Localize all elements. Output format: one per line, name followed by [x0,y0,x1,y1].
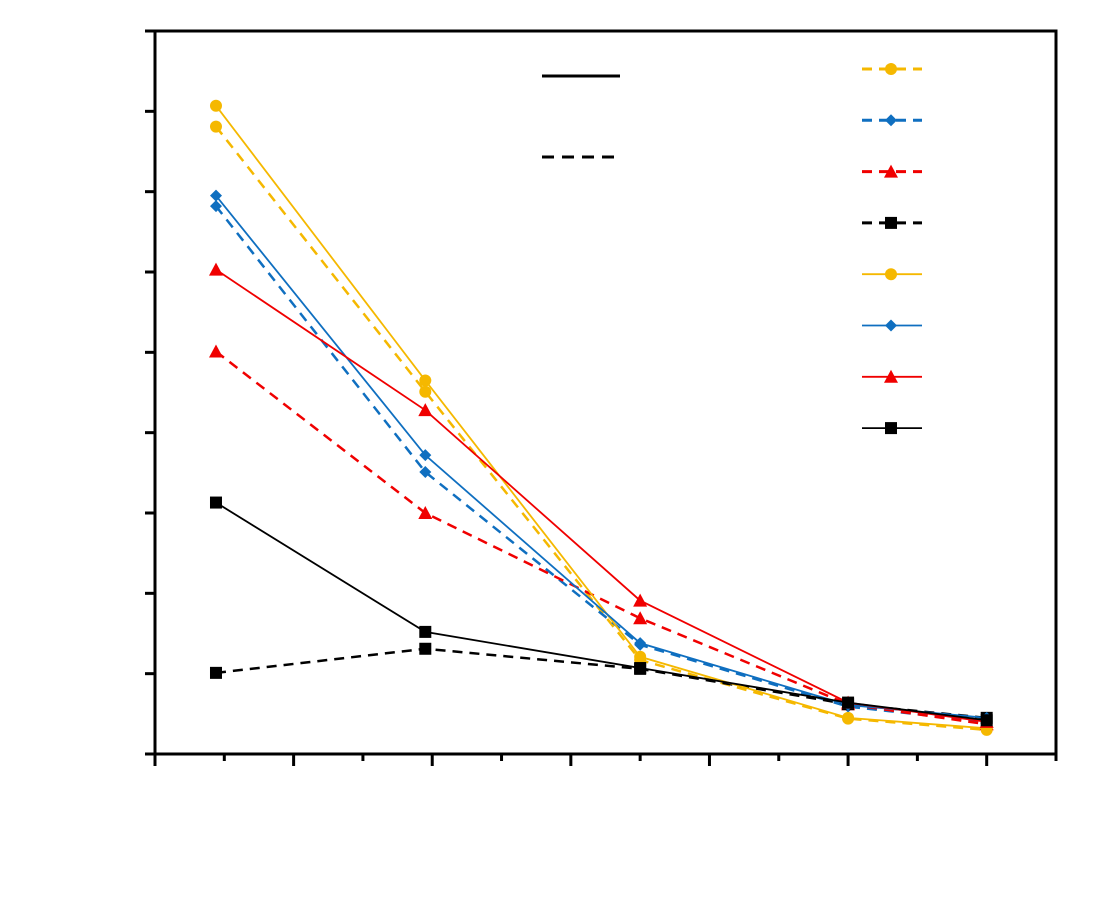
marker [884,369,898,383]
marker [634,650,647,663]
marker [633,611,648,625]
series [209,496,993,727]
marker [419,385,432,398]
series-line [215,268,987,723]
marker [885,216,897,229]
marker [842,711,855,724]
legend-entry [862,63,922,75]
series [209,99,993,735]
marker [419,625,432,638]
marker [209,496,222,509]
marker [419,642,432,655]
legend-entry [862,319,922,332]
marker [634,662,647,675]
marker [419,449,432,462]
marker [419,466,432,479]
marker [418,506,433,519]
legend-entry [862,114,922,127]
legend-entry [862,164,922,178]
plot-frame [153,29,1058,756]
marker [633,593,648,607]
series [208,344,994,731]
marker [419,374,432,387]
legend-entry [862,422,922,435]
series-line [215,205,987,724]
series [209,642,993,724]
marker [208,262,223,276]
style-legend [542,74,620,159]
marker [885,319,897,332]
marker [209,666,222,679]
marker [208,344,223,358]
marker [418,403,433,417]
marker [980,714,993,727]
marker [634,637,647,650]
marker [885,114,897,127]
legend-entry [862,216,922,229]
marker [209,189,222,202]
marker [884,164,898,178]
series-line [215,105,987,730]
marker [209,99,222,112]
legend-entry [862,268,922,281]
series [209,200,993,728]
marker [885,422,897,435]
marker [209,200,222,213]
legend-entry [862,369,922,383]
marker [885,268,897,281]
marker [209,120,222,133]
marker [885,63,897,75]
series-line [215,350,987,726]
marker [842,696,855,709]
series [209,189,993,724]
